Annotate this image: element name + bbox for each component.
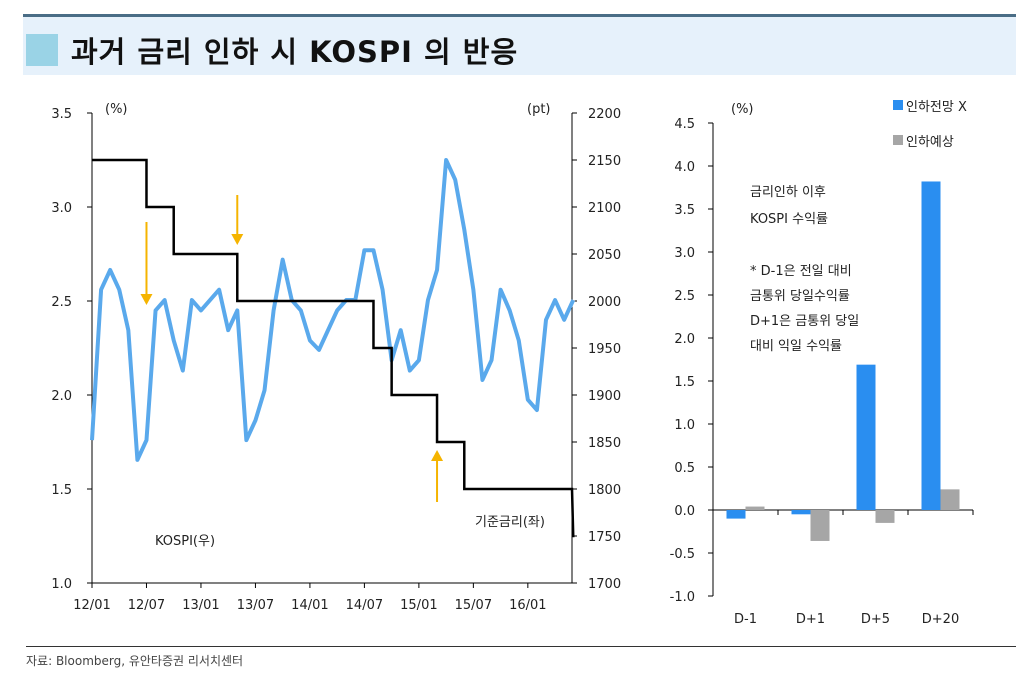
bar-y-tick-label: 3.5: [674, 203, 695, 218]
right-tick-label: 2200: [588, 107, 621, 122]
annotation-note: 금통위 당일수익률: [750, 289, 850, 304]
bar-y-tick-label: 4.0: [674, 160, 695, 175]
bar-category-label: D+20: [922, 612, 959, 627]
bar-y-tick-label: 4.5: [674, 117, 695, 132]
bar-no-cut-expected: [921, 181, 941, 511]
right-tick-label: 2000: [588, 295, 621, 310]
bar-y-tick-label: 2.5: [674, 289, 695, 304]
right-tick-label: 2150: [588, 154, 621, 169]
bar-y-tick-label: 1.5: [674, 375, 695, 390]
left-tick-label: 1.5: [51, 483, 72, 498]
bar-y-tick-label: 3.0: [674, 246, 695, 261]
bar-cut-expected: [940, 489, 960, 510]
bar-category-label: D+5: [861, 612, 890, 627]
bar-y-tick-label: 2.0: [674, 332, 695, 347]
x-tick-label: 15/07: [455, 598, 492, 613]
legend-swatch: [893, 100, 903, 110]
bar-cut-expected: [745, 506, 765, 510]
annotation-note: D+1은 금통위 당일: [750, 314, 859, 329]
bar-y-tick-label: 0.5: [674, 461, 695, 476]
annotation-title: KOSPI 수익률: [750, 212, 828, 227]
right-tick-label: 1750: [588, 530, 621, 545]
right-tick-label: 1850: [588, 436, 621, 451]
annotation-note: * D-1은 전일 대비: [750, 264, 852, 279]
title-bar: 과거 금리 인하 시 KOSPI 의 반응: [23, 14, 1016, 75]
x-tick-label: 12/01: [73, 598, 110, 613]
left-unit-label: (%): [105, 102, 128, 117]
base-rate-line: [92, 158, 575, 538]
rate-series-label: 기준금리(좌): [475, 515, 545, 530]
left-tick-label: 3.0: [51, 201, 72, 216]
x-tick-label: 14/07: [346, 598, 383, 613]
kospi-line: [90, 158, 576, 462]
bar-unit-label: (%): [731, 102, 754, 117]
left-tick-label: 2.0: [51, 389, 72, 404]
bar-no-cut-expected: [726, 510, 746, 519]
annotation-note: 대비 익일 수익률: [750, 339, 842, 354]
left-tick-label: 1.0: [51, 577, 72, 592]
bar-y-tick-label: 1.0: [674, 418, 695, 433]
bar-no-cut-expected: [791, 510, 811, 515]
x-tick-label: 13/01: [182, 598, 219, 613]
bar-no-cut-expected: [856, 364, 876, 510]
legend-label: 인하전망 X: [906, 100, 967, 115]
x-tick-label: 16/01: [509, 598, 546, 613]
bar-y-tick-label: -1.0: [670, 590, 695, 605]
legend-label: 인하예상: [906, 135, 954, 150]
kospi-series-label: KOSPI(우): [155, 534, 215, 549]
annotation-title: 금리인하 이후: [750, 185, 826, 200]
bar-cut-expected: [810, 510, 830, 541]
bar-category-label: D+1: [796, 612, 825, 627]
right-tick-label: 1700: [588, 577, 621, 592]
right-tick-label: 1950: [588, 342, 621, 357]
x-tick-label: 15/01: [400, 598, 437, 613]
arrow-head-icon: [231, 234, 244, 245]
bar-y-tick-label: 0.0: [674, 504, 695, 519]
right-tick-label: 1900: [588, 389, 621, 404]
bar-y-tick-label: -0.5: [670, 547, 695, 562]
bar-cut-expected: [875, 510, 895, 523]
left-tick-label: 2.5: [51, 295, 72, 310]
legend-swatch: [893, 135, 903, 145]
title-square-icon: [26, 34, 58, 66]
footer-divider: [26, 646, 1016, 647]
x-tick-label: 12/07: [128, 598, 165, 613]
x-tick-label: 13/07: [237, 598, 274, 613]
right-tick-label: 1800: [588, 483, 621, 498]
right-unit-label: (pt): [527, 102, 551, 117]
arrow-head-icon: [431, 450, 444, 461]
bar-category-label: D-1: [734, 612, 757, 627]
right-tick-label: 2050: [588, 248, 621, 263]
left-tick-label: 3.5: [51, 107, 72, 122]
page-title: 과거 금리 인하 시 KOSPI 의 반응: [71, 35, 519, 69]
arrow-head-icon: [140, 294, 153, 305]
source-note: 자료: Bloomberg, 유안타증권 리서치센터: [26, 654, 244, 668]
right-tick-label: 2100: [588, 201, 621, 216]
x-tick-label: 14/01: [291, 598, 328, 613]
